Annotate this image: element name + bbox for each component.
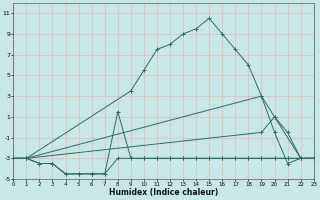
X-axis label: Humidex (Indice chaleur): Humidex (Indice chaleur): [109, 188, 218, 197]
